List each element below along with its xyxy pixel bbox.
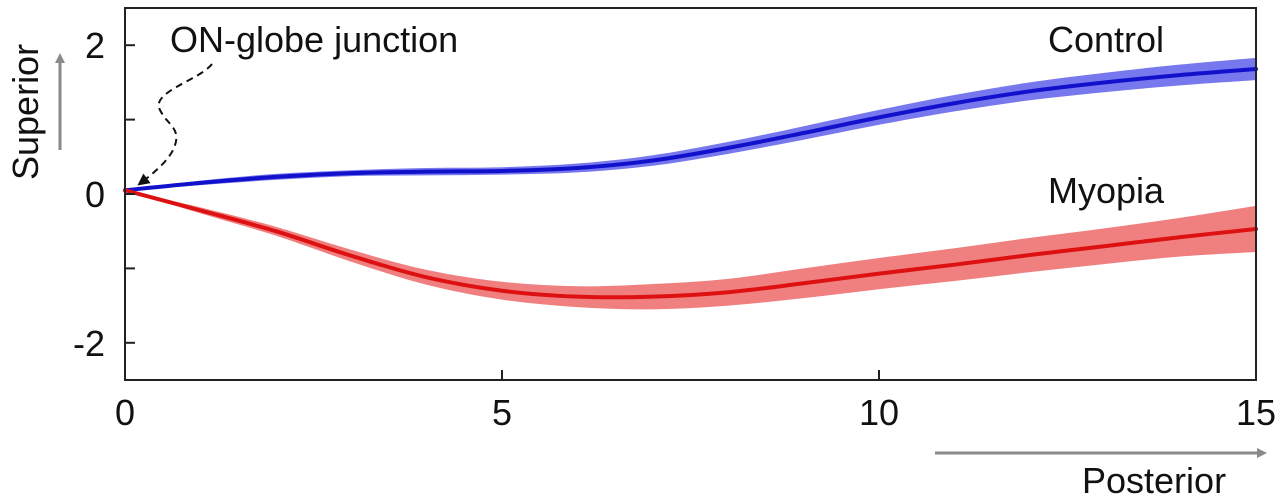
- y-tick-label: 2: [85, 25, 105, 66]
- confidence-bands: [125, 57, 1256, 310]
- x-tick-label: 10: [859, 392, 899, 433]
- line-myopia: [123, 188, 1258, 300]
- y-tick-label: 0: [85, 174, 105, 215]
- axis-tick-labels: 0 5 10 15-202: [73, 25, 1276, 433]
- y-axis-label: Superior: [5, 44, 46, 180]
- x-axis-label: Posterior: [1082, 460, 1226, 501]
- x-tick-label: 15: [1236, 392, 1276, 433]
- y-tick-label: -2: [73, 323, 105, 364]
- series-label-myopia: Myopia: [1048, 170, 1165, 211]
- annotation-on-globe-junction: ON-globe junction: [170, 19, 458, 60]
- band-myopia: [125, 190, 1256, 310]
- series-lines: [123, 67, 1258, 300]
- axis-ticks: [124, 44, 1257, 380]
- x-tick-label: 5: [492, 392, 512, 433]
- x-tick-label: 0: [115, 392, 135, 433]
- series-label-control: Control: [1048, 19, 1164, 60]
- line-control: [123, 67, 1258, 193]
- annotation-arrow: [137, 63, 213, 186]
- band-control: [125, 57, 1256, 191]
